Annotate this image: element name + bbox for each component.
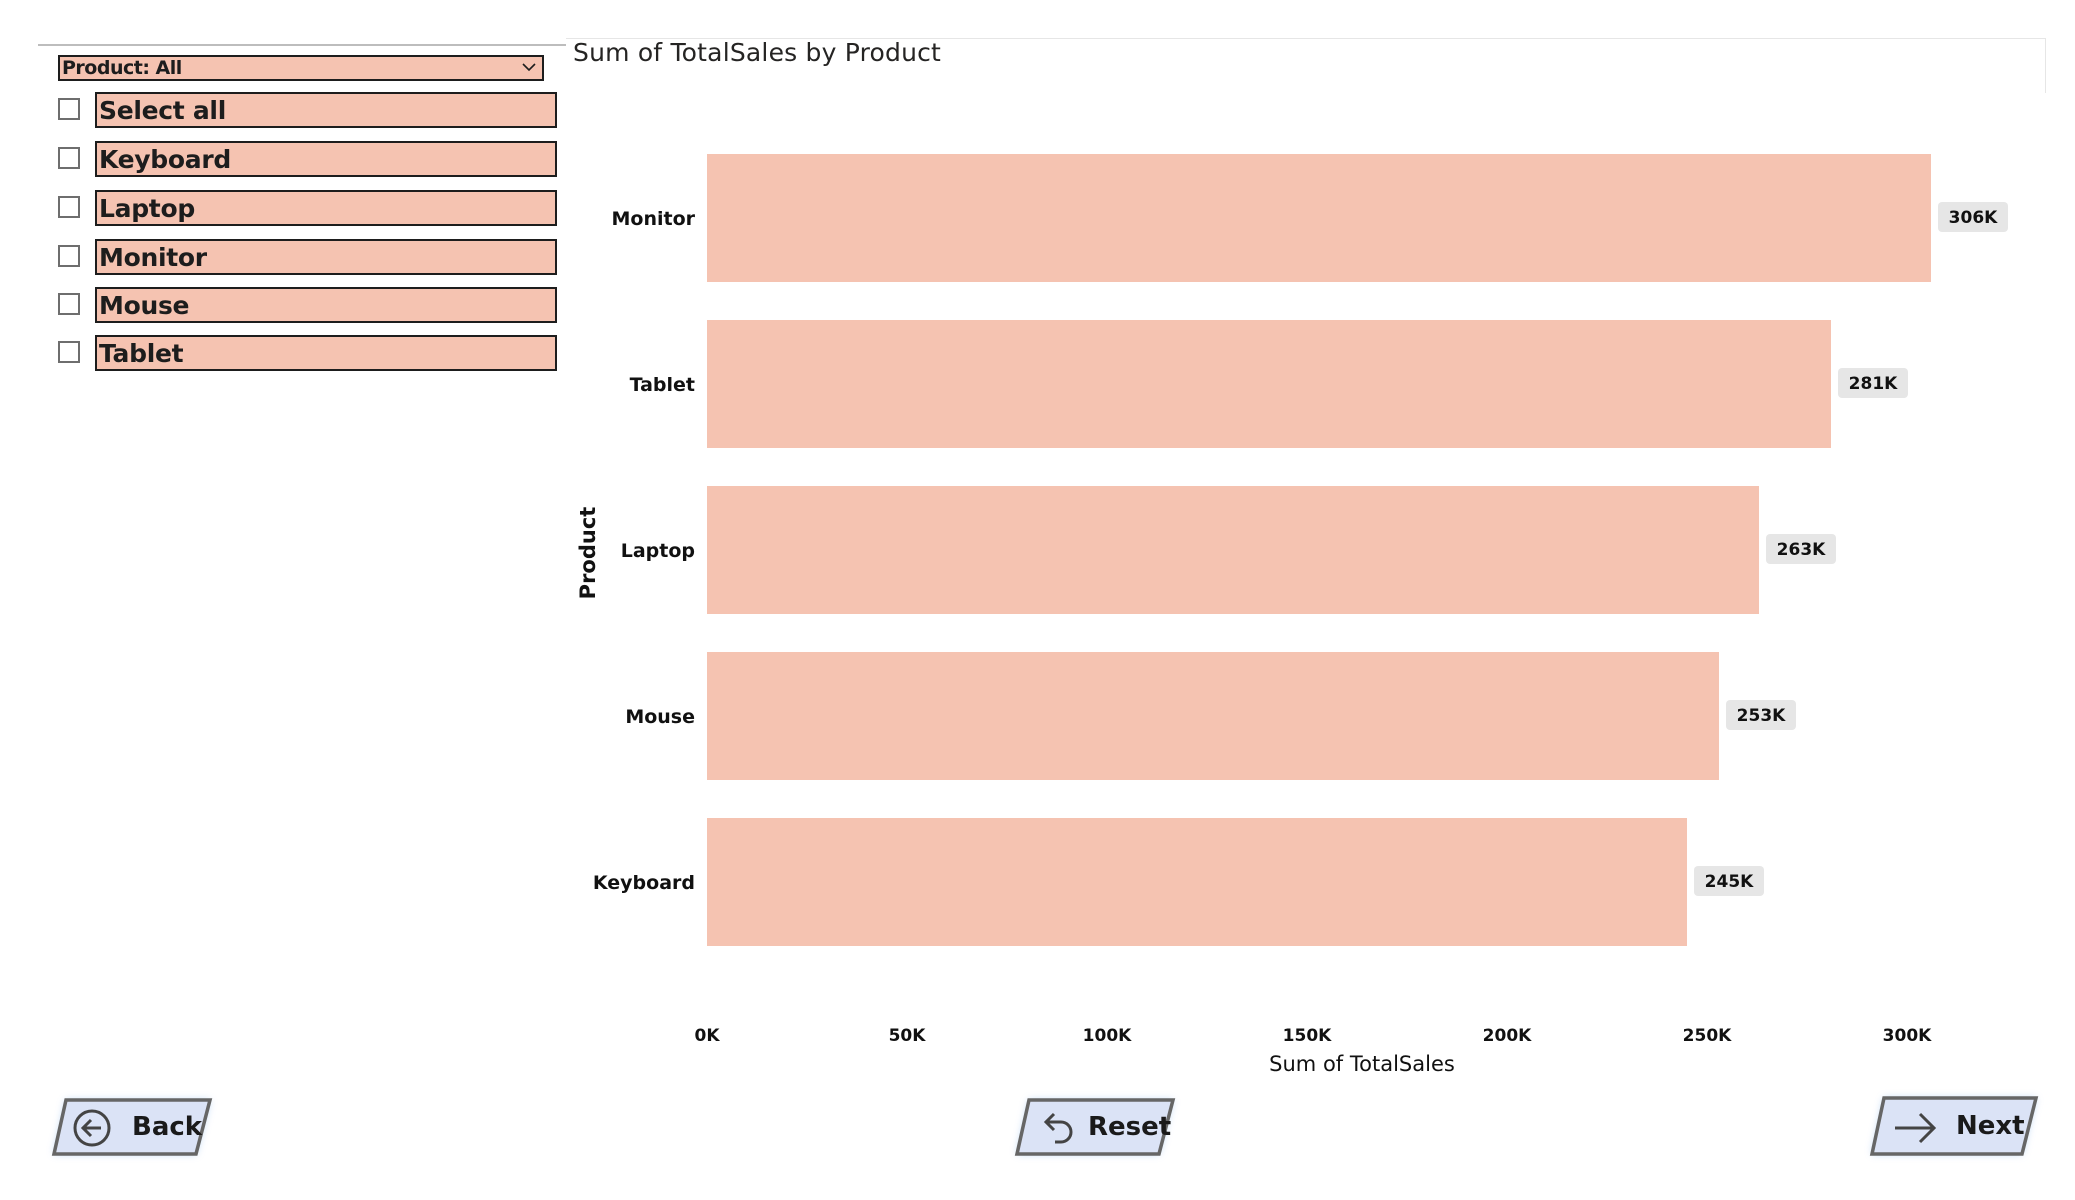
x-tick-label: 250K (1683, 1026, 1732, 1046)
data-label-bg (1766, 534, 1836, 564)
data-label: 263K (1777, 540, 1826, 560)
chevron-down-icon (522, 63, 536, 72)
arrow-left-circle-icon (73, 1109, 111, 1147)
back-button-label: Back (132, 1112, 203, 1142)
bar (707, 486, 1759, 614)
chart-title: Sum of TotalSales by Product (573, 38, 942, 67)
bar (707, 818, 1687, 946)
slicer-item-laptop[interactable]: Laptop (58, 190, 558, 228)
x-tick-label: 300K (1883, 1026, 1932, 1046)
x-tick-label: 100K (1083, 1026, 1132, 1046)
slicer-item-box[interactable]: Mouse (95, 287, 557, 323)
slicer-item-tablet[interactable]: Tablet (58, 335, 558, 373)
next-button-label: Next (1956, 1111, 2025, 1141)
slicer-item-label: Monitor (99, 242, 207, 272)
slicer-top-divider (38, 44, 566, 46)
data-label-bg (1838, 368, 1908, 398)
slicer-item-box[interactable]: Monitor (95, 239, 557, 275)
slicer-item-label: Mouse (99, 290, 190, 320)
data-label: 253K (1737, 706, 1786, 726)
slicer-item-box[interactable]: Tablet (95, 335, 557, 371)
data-label-bg (1938, 202, 2008, 232)
x-axis-title: Sum of TotalSales (1269, 1052, 1455, 1076)
slicer-item-label: Keyboard (99, 144, 231, 174)
slicer-item-box[interactable]: Laptop (95, 190, 557, 226)
next-button[interactable]: Next (1869, 1096, 2039, 1158)
x-tick-label: 0K (694, 1026, 720, 1046)
y-axis-title: Product (576, 507, 600, 600)
category-label: Keyboard (593, 872, 695, 894)
chart-right-border (2045, 38, 2046, 93)
category-label: Tablet (630, 374, 695, 396)
chart-top-border (566, 38, 2046, 39)
slicer-item-keyboard[interactable]: Keyboard (58, 141, 558, 179)
category-label: Mouse (625, 706, 695, 728)
back-button[interactable]: Back (51, 1098, 213, 1158)
category-label: Monitor (611, 208, 695, 230)
bar (707, 154, 1931, 282)
bar (707, 652, 1719, 780)
arrow-right-icon (1895, 1112, 1937, 1144)
product-slicer-dropdown-label: Product: All (62, 57, 182, 79)
undo-arrow-icon (1043, 1112, 1073, 1144)
slicer-checkbox[interactable] (58, 341, 80, 363)
slicer-checkbox[interactable] (58, 196, 80, 218)
x-tick-label: 200K (1483, 1026, 1532, 1046)
x-tick-label: 50K (889, 1026, 927, 1046)
bar (707, 320, 1831, 448)
slicer-item-monitor[interactable]: Monitor (58, 239, 558, 277)
slicer-item-label: Laptop (99, 193, 195, 223)
x-tick-label: 150K (1283, 1026, 1332, 1046)
slicer-checkbox[interactable] (58, 147, 80, 169)
product-slicer-dropdown[interactable]: Product: All (58, 55, 544, 81)
slicer-item-box[interactable]: Keyboard (95, 141, 557, 177)
slicer-checkbox[interactable] (58, 293, 80, 315)
slicer-checkbox[interactable] (58, 245, 80, 267)
slicer-checkbox[interactable] (58, 98, 80, 120)
slicer-item-select-all[interactable]: Select all (58, 92, 558, 130)
data-label-bg (1726, 700, 1796, 730)
slicer-item-label: Select all (99, 95, 226, 125)
data-label-bg (1694, 866, 1764, 896)
slicer-item-box[interactable]: Select all (95, 92, 557, 128)
data-label: 281K (1849, 374, 1898, 394)
data-label: 245K (1705, 872, 1754, 892)
category-label: Laptop (621, 540, 695, 562)
slicer-item-mouse[interactable]: Mouse (58, 287, 558, 325)
reset-button[interactable]: Reset (1014, 1098, 1176, 1158)
slicer-item-label: Tablet (99, 338, 184, 368)
reset-button-label: Reset (1088, 1112, 1172, 1142)
data-label: 306K (1949, 208, 1998, 228)
